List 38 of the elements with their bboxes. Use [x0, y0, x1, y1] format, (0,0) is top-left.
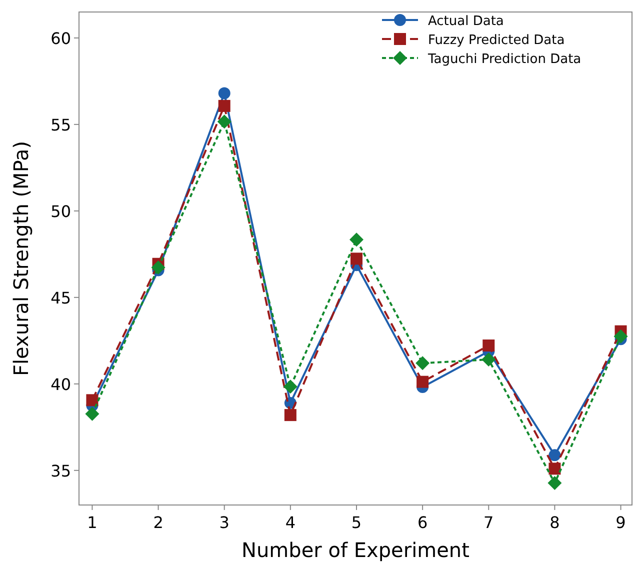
point — [482, 340, 495, 352]
point — [217, 114, 232, 129]
x-tick-label: 7 — [484, 513, 494, 532]
point — [218, 87, 230, 100]
point — [548, 462, 561, 475]
point — [283, 380, 298, 394]
y-tick-label: 55 — [50, 115, 71, 134]
point — [482, 352, 496, 367]
y-tick-label: 50 — [50, 202, 71, 221]
point — [350, 252, 362, 265]
point — [284, 409, 296, 422]
y-tick-label: 45 — [50, 288, 71, 308]
x-tick-label: 1 — [87, 513, 98, 532]
x-tick-label: 4 — [285, 513, 296, 532]
point — [86, 394, 98, 406]
x-tick-label: 5 — [351, 513, 362, 532]
x-tick-label: 2 — [153, 513, 164, 532]
x-tick-label: 3 — [219, 513, 230, 532]
x-tick-label: 8 — [550, 513, 560, 532]
point — [416, 376, 429, 388]
point — [85, 406, 100, 421]
y-tick-label: 60 — [50, 28, 71, 48]
x-tick-label: 6 — [417, 513, 428, 532]
point — [151, 260, 166, 274]
point — [416, 356, 430, 370]
y-tick-label: 40 — [50, 374, 71, 394]
y-axis-title: Flexural Strength (MPa) — [9, 140, 33, 376]
legend-label: Taguchi Prediction Data — [427, 52, 582, 67]
legend-label: Actual Data — [428, 14, 504, 29]
legend-label: Fuzzy Predicted Data — [428, 33, 565, 48]
point — [349, 232, 364, 247]
point — [218, 100, 230, 112]
y-tick-label: 35 — [50, 461, 71, 480]
x-axis-title: Number of Experiment — [242, 538, 470, 562]
x-tick-label: 9 — [616, 513, 626, 532]
point — [548, 449, 561, 462]
point — [614, 329, 628, 344]
point — [548, 476, 562, 490]
